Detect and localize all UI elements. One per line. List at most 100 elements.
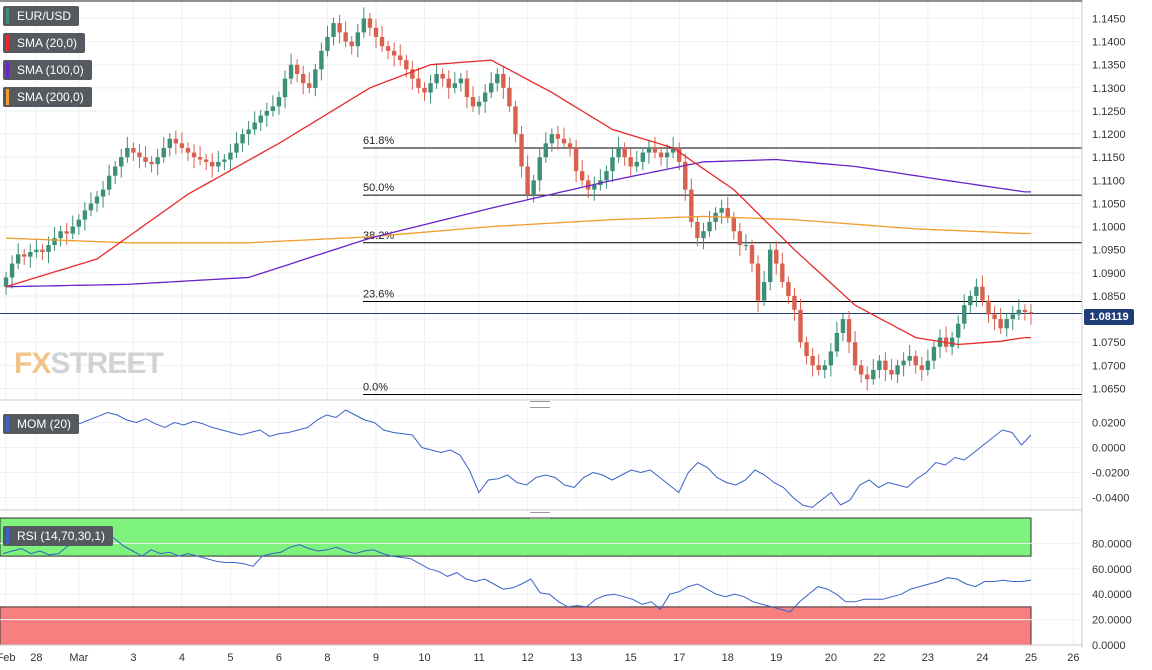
candle-body: [143, 157, 148, 162]
candle-body: [149, 161, 154, 165]
legend-mom-label: MOM (20): [17, 417, 71, 431]
candle-body: [76, 219, 82, 227]
candle-body: [616, 147, 621, 158]
legend-pair[interactable]: EUR/USD: [3, 6, 80, 26]
candle-body: [489, 83, 494, 93]
candle-body: [222, 159, 227, 162]
candle-body: [931, 346, 937, 361]
x-tick-label: 26: [1067, 652, 1079, 664]
legend-sma200[interactable]: SMA (200,0): [3, 87, 92, 107]
candle-body: [592, 184, 597, 190]
candle-body: [398, 55, 403, 61]
candle-body: [543, 143, 548, 158]
candle-body: [337, 23, 342, 33]
candle-body: [379, 36, 385, 47]
candle-body: [70, 226, 75, 234]
candle-body: [974, 286, 979, 296]
candle-body: [234, 143, 239, 153]
candle-body: [804, 342, 809, 357]
candle-body: [185, 147, 191, 153]
candle-body: [761, 282, 767, 301]
pane-bg: [0, 410, 1082, 510]
y-tick-label: 1.1350: [1092, 60, 1126, 72]
fib-level-label: 61.8%: [363, 135, 394, 147]
candle-body: [94, 196, 100, 204]
candle-body: [428, 83, 433, 93]
rsi-color-swatch: [6, 528, 9, 544]
candle-body: [901, 360, 906, 366]
candle-body: [410, 69, 415, 79]
x-tick-label: 3: [130, 652, 136, 664]
candle-body: [203, 159, 209, 162]
candle-body: [798, 309, 803, 343]
candle-body: [34, 249, 39, 253]
candle-body: [907, 356, 912, 361]
candle-body: [464, 78, 470, 98]
rsi-y-tick-label: 20.0000: [1092, 615, 1132, 627]
candle-body: [677, 147, 682, 162]
sma200-line: [5, 215, 1031, 244]
x-tick-label: 11: [473, 652, 484, 664]
x-tick-label: 19: [770, 652, 782, 664]
candle-body: [968, 295, 973, 306]
candle-body: [810, 356, 815, 366]
sma100-line: [5, 158, 1031, 288]
last-price-tag: 1.08119: [1084, 309, 1134, 325]
sma20-line: [5, 59, 1031, 346]
candle-body: [895, 365, 900, 375]
candle-body: [992, 314, 997, 320]
candle-body: [125, 147, 130, 158]
candle-body: [919, 365, 925, 370]
x-tick-label: 18: [722, 652, 734, 664]
candle-body: [22, 254, 27, 257]
x-tick-label: 4: [179, 652, 185, 664]
legend-sma20[interactable]: SMA (20,0): [3, 33, 86, 53]
candle-body: [889, 369, 894, 375]
candle-body: [40, 249, 45, 253]
pane-bg: [0, 0, 1082, 400]
candle-body: [883, 360, 888, 370]
legend-sma100[interactable]: SMA (100,0): [3, 60, 92, 80]
y-tick-label: 1.0850: [1092, 291, 1126, 303]
candle-body: [579, 171, 585, 181]
y-tick-label: 1.0900: [1092, 268, 1126, 280]
candle-body: [658, 152, 664, 158]
candle-body: [404, 60, 409, 70]
x-tick-label: 8: [324, 652, 330, 664]
candle-body: [416, 78, 421, 88]
legend-rsi[interactable]: RSI (14,70,30,1): [3, 526, 114, 546]
candle-body: [567, 143, 573, 148]
candle-body: [634, 161, 639, 167]
candle-body: [355, 32, 360, 47]
legend-mom[interactable]: MOM (20): [3, 414, 79, 434]
candle-body: [179, 143, 185, 148]
candle-body: [962, 305, 967, 324]
candle-body: [749, 245, 755, 264]
rsi-y-tick-label: 80.0000: [1092, 538, 1132, 550]
y-tick-label: 1.0750: [1092, 337, 1126, 349]
candle-body: [361, 18, 367, 33]
logo-fx: FX: [14, 347, 51, 380]
candle-body: [119, 157, 124, 167]
candle-body: [846, 319, 852, 343]
x-tick-label: 12: [521, 652, 533, 664]
candle-body: [519, 134, 524, 167]
candle-body: [319, 50, 324, 70]
x-tick-label: 6: [276, 652, 282, 664]
candle-body: [913, 356, 918, 366]
mom-y-tick-label: 0.0200: [1092, 418, 1126, 430]
candle-body: [349, 41, 354, 47]
candle-body: [216, 161, 221, 167]
candle-body: [555, 134, 561, 139]
legend-pair-label: EUR/USD: [17, 9, 72, 23]
candle-body: [367, 18, 373, 28]
pane-resize-handle-rsi[interactable]: [530, 512, 550, 519]
candle-body: [131, 147, 136, 153]
mom-y-tick-label: -0.0200: [1092, 468, 1129, 480]
candle-body: [343, 32, 348, 42]
pane-resize-handle-mom[interactable]: [530, 401, 550, 408]
candle-body: [628, 157, 633, 167]
y-tick-label: 1.1050: [1092, 198, 1126, 210]
candle-body: [252, 122, 257, 130]
candle-body: [161, 147, 166, 158]
